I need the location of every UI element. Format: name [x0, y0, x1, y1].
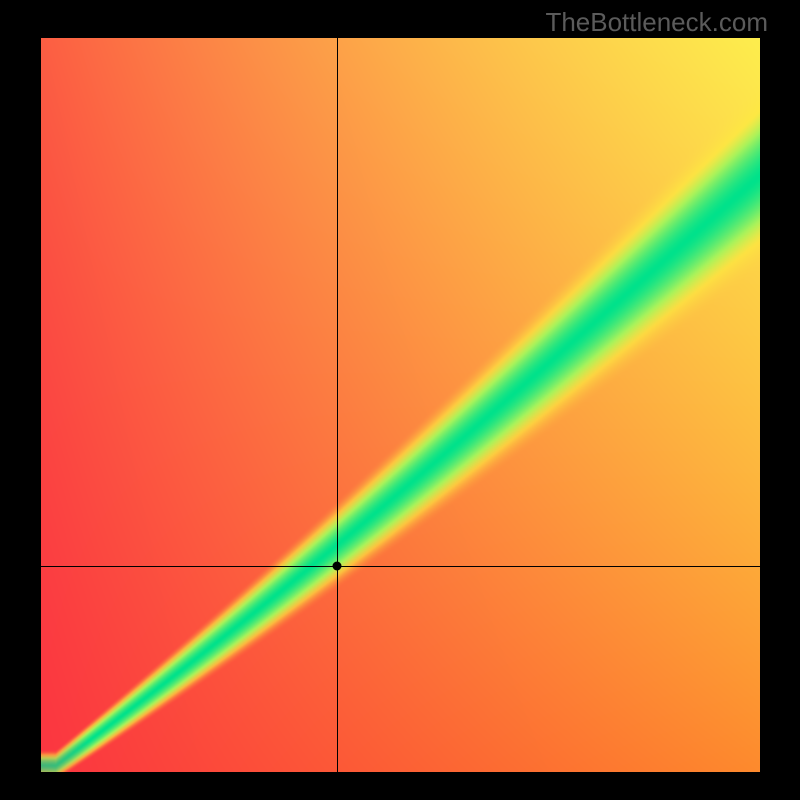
watermark-text: TheBottleneck.com	[545, 7, 768, 38]
crosshair-marker	[333, 562, 342, 571]
heatmap-canvas	[41, 38, 760, 772]
crosshair-vertical	[337, 38, 338, 772]
plot-area	[41, 38, 760, 772]
chart-container: TheBottleneck.com	[0, 0, 800, 800]
crosshair-horizontal	[41, 566, 760, 567]
